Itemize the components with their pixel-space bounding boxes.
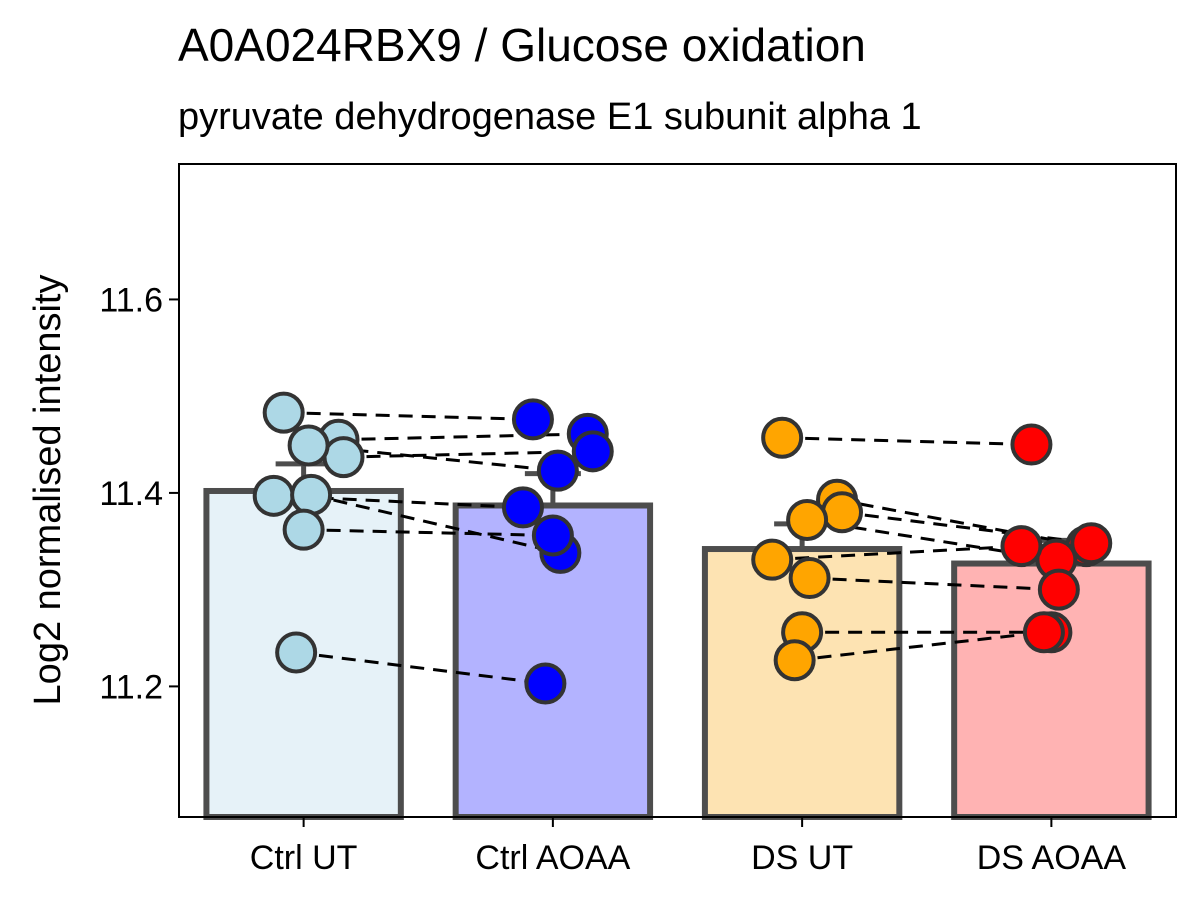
chart-subtitle: pyruvate dehydrogenase E1 subunit alpha … — [178, 96, 922, 138]
pair-line — [273, 494, 524, 509]
x-tick-label: DS UT — [751, 839, 853, 877]
data-point — [1037, 568, 1080, 611]
data-point — [524, 662, 567, 705]
data-point — [1000, 525, 1043, 568]
x-tick-label: DS AOAA — [977, 839, 1127, 877]
pair-line — [809, 576, 1059, 592]
pair-line — [841, 510, 1092, 545]
pair-line — [782, 436, 1032, 447]
points-layer — [252, 391, 1113, 705]
data-point — [1010, 423, 1053, 466]
data-point — [287, 424, 330, 467]
data-point — [511, 398, 554, 441]
pair-line — [310, 493, 561, 555]
data-point — [821, 491, 864, 534]
y-axis: 11.2 11.4 11.6 — [99, 164, 180, 817]
y-tick-label: 11.4 — [99, 475, 163, 513]
x-tick-label: Ctrl AOAA — [475, 839, 630, 877]
data-point — [788, 557, 831, 600]
pair-line — [794, 630, 1045, 662]
y-tick-label: 11.2 — [99, 668, 163, 706]
data-point — [773, 639, 816, 682]
chart-title: A0A024RBX9 / Glucose oxidation — [178, 19, 866, 71]
data-point — [786, 499, 829, 542]
pair-line — [283, 411, 533, 421]
data-point — [501, 486, 544, 529]
pair-line — [772, 544, 1022, 562]
data-point — [571, 430, 614, 473]
y-tick-label: 11.6 — [99, 281, 163, 319]
data-point — [282, 508, 325, 551]
data-point — [262, 391, 305, 434]
y-axis-title: Log2 normalised intensity — [27, 275, 69, 706]
pair-line — [308, 444, 559, 473]
data-point — [290, 473, 333, 516]
data-point — [1022, 611, 1065, 654]
data-point — [761, 416, 804, 459]
x-tick-label: Ctrl UT — [250, 839, 358, 877]
data-point — [322, 436, 365, 479]
data-point — [275, 631, 318, 674]
data-point — [536, 449, 579, 492]
x-axis: Ctrl UT Ctrl AOAA DS UT DS AOAA — [179, 816, 1176, 877]
data-point — [1070, 522, 1113, 565]
data-point — [531, 514, 574, 557]
pair-line — [295, 651, 546, 685]
pair-line — [836, 498, 1087, 548]
data-point — [252, 474, 295, 517]
data-point — [751, 538, 794, 581]
pair-line — [338, 432, 588, 442]
pair-line — [303, 528, 553, 537]
